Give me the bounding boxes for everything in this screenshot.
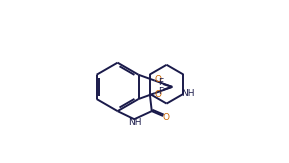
Text: F: F [158,87,163,96]
Text: O: O [163,113,170,122]
Text: O: O [155,75,162,84]
Text: O: O [155,90,162,99]
Text: F: F [158,78,163,87]
Text: NH: NH [128,118,141,127]
Text: NH: NH [181,89,195,98]
